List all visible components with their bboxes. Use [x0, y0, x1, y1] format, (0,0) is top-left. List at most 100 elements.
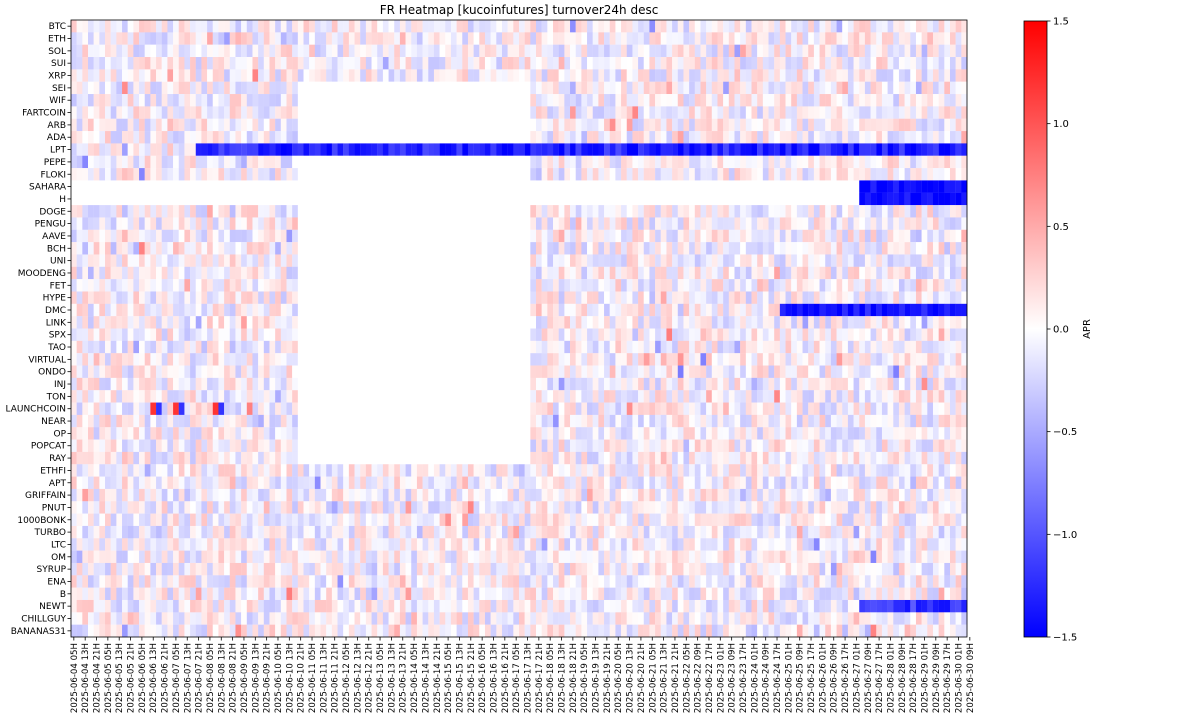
heatmap-cell — [785, 365, 792, 379]
heatmap-cell — [887, 44, 894, 58]
heatmap-cell — [513, 402, 520, 416]
heatmap-cell — [643, 69, 650, 82]
heatmap-cell — [558, 254, 565, 267]
heatmap-cell — [496, 20, 503, 33]
heatmap-cell — [813, 180, 820, 193]
heatmap-cell — [927, 316, 934, 329]
heatmap-cell — [269, 32, 276, 45]
heatmap-cell — [173, 229, 179, 243]
heatmap-cell — [530, 377, 537, 391]
heatmap-cell — [700, 217, 707, 230]
heatmap-cell — [263, 69, 270, 82]
heatmap-cell — [609, 303, 616, 317]
heatmap-cell — [887, 106, 894, 119]
heatmap-cell — [541, 291, 548, 304]
heatmap-cell — [768, 94, 775, 107]
heatmap-cell — [666, 118, 673, 132]
heatmap-cell — [161, 143, 168, 156]
heatmap-cell — [371, 180, 378, 193]
heatmap-cell — [450, 94, 457, 107]
heatmap-cell — [598, 57, 605, 70]
heatmap-cell — [740, 131, 746, 144]
heatmap-cell — [842, 328, 849, 341]
heatmap-cell — [666, 32, 673, 45]
heatmap-cell — [76, 291, 83, 304]
heatmap-cell — [314, 143, 321, 156]
heatmap-cell — [757, 69, 763, 82]
heatmap-cell — [348, 377, 355, 391]
heatmap-cell — [677, 353, 684, 366]
heatmap-cell — [524, 242, 531, 255]
heatmap-cell — [615, 365, 622, 379]
heatmap-cell — [309, 69, 315, 82]
heatmap-cell — [433, 365, 440, 379]
heatmap-cell — [252, 32, 259, 45]
heatmap-cell — [127, 106, 134, 119]
heatmap-cell — [553, 266, 559, 280]
heatmap-cell — [745, 168, 752, 181]
heatmap-cell — [275, 377, 281, 391]
heatmap-cell — [881, 44, 888, 58]
heatmap-cell — [280, 279, 287, 292]
heatmap-cell — [445, 390, 452, 403]
heatmap-cell — [609, 69, 616, 82]
heatmap-cell — [246, 192, 253, 206]
heatmap-cell — [382, 402, 389, 416]
heatmap-cell — [297, 32, 304, 45]
heatmap-cell — [689, 192, 695, 206]
heatmap-cell — [343, 94, 350, 107]
heatmap-cell — [524, 69, 531, 82]
heatmap-cell — [314, 279, 321, 292]
heatmap-cell — [955, 390, 962, 403]
heatmap-cell — [76, 365, 83, 379]
heatmap-cell — [484, 44, 491, 58]
heatmap-cell — [314, 390, 321, 403]
heatmap-cell — [122, 316, 128, 329]
heatmap-cell — [944, 328, 951, 341]
heatmap-cell — [944, 94, 951, 107]
heatmap-cell — [870, 57, 877, 70]
heatmap-cell — [473, 217, 480, 230]
heatmap-cell — [303, 44, 310, 58]
heatmap-cell — [76, 353, 83, 366]
heatmap-cell — [541, 106, 548, 119]
heatmap-cell — [229, 390, 236, 403]
heatmap-cell — [649, 106, 656, 119]
heatmap-cell — [575, 217, 582, 230]
heatmap-cell — [229, 254, 236, 267]
heatmap-cell — [246, 217, 253, 230]
heatmap-cell — [553, 81, 559, 95]
heatmap-cell — [280, 316, 287, 329]
heatmap-cell — [655, 20, 661, 33]
heatmap-cell — [195, 402, 202, 416]
heatmap-cell — [723, 365, 729, 379]
heatmap-cell — [592, 229, 599, 243]
heatmap-cell — [82, 180, 89, 193]
heatmap-cell — [388, 229, 395, 243]
heatmap-cell — [309, 340, 315, 354]
heatmap-cell — [519, 254, 525, 267]
heatmap-cell — [632, 340, 639, 354]
heatmap-cell — [422, 402, 429, 416]
heatmap-cell — [649, 217, 656, 230]
heatmap-cell — [473, 328, 480, 341]
heatmap-cell — [632, 279, 639, 292]
heatmap-cell — [371, 340, 378, 354]
heatmap-cell — [740, 69, 746, 82]
chart-title: FR Heatmap [kucoinfutures] turnover24h d… — [380, 3, 659, 17]
heatmap-cell — [224, 328, 230, 341]
heatmap-cell — [655, 279, 661, 292]
heatmap-cell — [592, 377, 599, 391]
heatmap-cell — [785, 254, 792, 267]
heatmap-cell — [297, 229, 304, 243]
heatmap-cell — [768, 303, 775, 317]
heatmap-cell — [173, 242, 179, 255]
heatmap-cell — [711, 32, 718, 45]
heatmap-cell — [706, 118, 712, 132]
heatmap-cell — [530, 390, 537, 403]
heatmap-cell — [309, 316, 315, 329]
heatmap-cell — [246, 118, 253, 132]
heatmap-cell — [207, 106, 213, 119]
heatmap-cell — [740, 365, 746, 379]
heatmap-cell — [604, 69, 610, 82]
